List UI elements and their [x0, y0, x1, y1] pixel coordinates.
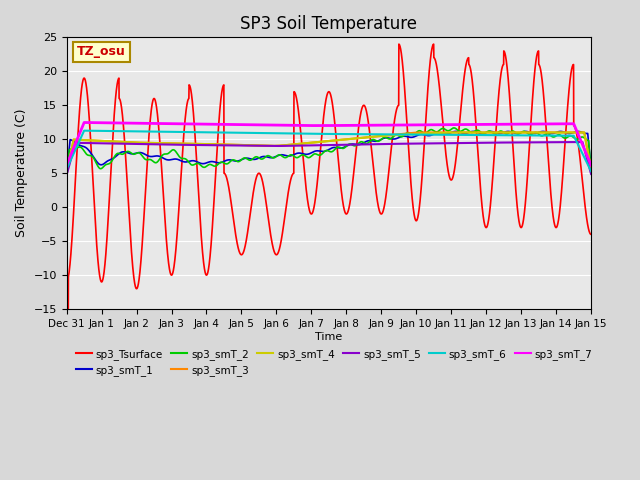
Title: SP3 Soil Temperature: SP3 Soil Temperature: [241, 15, 417, 33]
Line: sp3_smT_5: sp3_smT_5: [67, 142, 591, 175]
sp3_smT_2: [123, 149, 131, 155]
sp3_smT_3: [419, 130, 427, 135]
sp3_smT_6: [520, 132, 528, 138]
sp3_smT_4: [454, 130, 462, 135]
sp3_smT_5: [123, 141, 131, 147]
Line: sp3_smT_4: sp3_smT_4: [67, 132, 591, 173]
sp3_smT_1: [452, 129, 460, 134]
Text: TZ_osu: TZ_osu: [77, 46, 126, 59]
Line: sp3_smT_1: sp3_smT_1: [67, 132, 591, 173]
Line: sp3_smT_6: sp3_smT_6: [67, 131, 591, 171]
Line: sp3_Tsurface: sp3_Tsurface: [67, 44, 591, 336]
sp3_Tsurface: [287, 178, 294, 183]
sp3_Tsurface: [588, 231, 595, 237]
sp3_smT_1: [520, 129, 528, 134]
sp3_smT_6: [287, 131, 294, 136]
sp3_smT_5: [577, 139, 584, 145]
sp3_smT_2: [63, 176, 70, 182]
sp3_smT_7: [520, 121, 528, 127]
sp3_smT_7: [80, 120, 88, 125]
sp3_smT_7: [287, 122, 294, 128]
Legend: sp3_Tsurface, sp3_smT_1, sp3_smT_2, sp3_smT_3, sp3_smT_4, sp3_smT_5, sp3_smT_6, : sp3_Tsurface, sp3_smT_1, sp3_smT_2, sp3_…: [72, 345, 596, 380]
sp3_smT_1: [123, 149, 131, 155]
sp3_smT_3: [63, 170, 70, 176]
sp3_smT_7: [264, 122, 272, 128]
sp3_smT_1: [287, 153, 294, 159]
sp3_smT_5: [264, 143, 271, 149]
sp3_smT_1: [154, 153, 161, 159]
sp3_Tsurface: [520, 210, 528, 216]
Y-axis label: Soil Temperature (C): Soil Temperature (C): [15, 109, 28, 238]
sp3_smT_3: [154, 140, 161, 146]
sp3_smT_5: [154, 142, 161, 147]
sp3_smT_1: [63, 170, 70, 176]
sp3_Tsurface: [577, 164, 585, 169]
sp3_smT_5: [63, 172, 70, 178]
sp3_Tsurface: [264, 212, 271, 217]
sp3_smT_4: [588, 166, 595, 172]
sp3_smT_4: [63, 170, 70, 176]
sp3_smT_1: [577, 129, 585, 135]
Line: sp3_smT_3: sp3_smT_3: [67, 132, 591, 173]
sp3_smT_3: [577, 130, 585, 135]
sp3_smT_5: [579, 139, 586, 145]
sp3_smT_6: [123, 128, 131, 134]
sp3_smT_7: [154, 120, 161, 126]
sp3_smT_2: [264, 153, 271, 158]
sp3_smT_3: [264, 143, 271, 149]
sp3_smT_2: [520, 129, 528, 134]
sp3_smT_3: [588, 166, 595, 172]
sp3_smT_4: [154, 140, 161, 146]
sp3_Tsurface: [123, 168, 131, 173]
sp3_smT_7: [588, 162, 595, 168]
sp3_Tsurface: [430, 41, 438, 47]
sp3_smT_3: [520, 130, 528, 135]
Line: sp3_smT_7: sp3_smT_7: [67, 122, 591, 165]
sp3_smT_4: [287, 142, 294, 147]
sp3_smT_2: [154, 159, 161, 165]
sp3_smT_6: [577, 147, 585, 153]
sp3_smT_4: [123, 139, 131, 145]
sp3_smT_5: [588, 171, 595, 177]
sp3_smT_7: [577, 138, 585, 144]
sp3_smT_6: [80, 128, 88, 133]
sp3_Tsurface: [63, 334, 70, 339]
sp3_smT_1: [264, 154, 271, 160]
sp3_smT_7: [123, 120, 131, 126]
sp3_smT_5: [520, 140, 528, 145]
sp3_smT_6: [264, 131, 272, 136]
sp3_smT_3: [123, 139, 131, 145]
sp3_smT_1: [588, 166, 595, 171]
sp3_smT_6: [154, 129, 161, 134]
Line: sp3_smT_2: sp3_smT_2: [67, 128, 591, 179]
sp3_smT_4: [264, 143, 271, 149]
X-axis label: Time: Time: [316, 332, 342, 342]
sp3_smT_3: [287, 142, 294, 147]
sp3_smT_2: [577, 134, 585, 140]
sp3_smT_4: [520, 130, 528, 135]
sp3_smT_2: [588, 168, 595, 174]
sp3_smT_5: [287, 143, 294, 149]
sp3_smT_7: [63, 162, 70, 168]
sp3_Tsurface: [154, 113, 161, 119]
sp3_smT_2: [287, 152, 294, 158]
sp3_smT_4: [577, 130, 585, 135]
sp3_smT_6: [588, 168, 595, 174]
sp3_smT_2: [450, 125, 458, 131]
sp3_smT_6: [63, 166, 70, 172]
